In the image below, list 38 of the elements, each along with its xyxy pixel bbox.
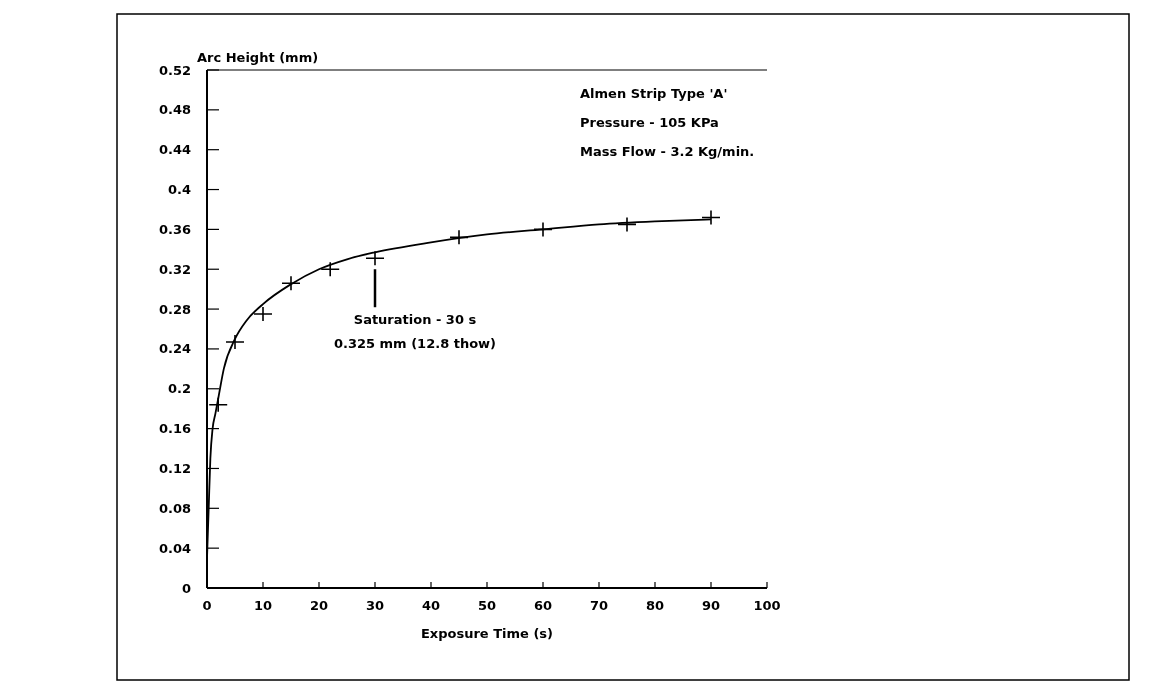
x-tick-label: 60 [533,598,553,613]
y-tick-label: 0.44 [158,142,191,158]
y-tick-label: 0.36 [158,221,191,237]
y-tick-label: 0.48 [158,102,191,118]
annotation: Mass Flow - 3.2 Kg/min. [580,144,755,159]
y-tick-label: 0.28 [158,301,191,317]
annotation: Almen Strip Type 'A' [580,86,728,101]
x-tick-label: 100 [753,598,781,613]
x-tick-label: 30 [365,598,385,613]
point [281,275,301,291]
point [320,261,340,278]
x-tick-label: 90 [701,598,721,613]
annotation: Pressure - 105 KPa [580,115,719,130]
x-axis-title: Exposure Time (s) [420,626,554,641]
y-tick-label: 0.52 [158,62,191,78]
x-tick-label: 40 [421,598,441,613]
point [365,250,385,267]
y-axis-title: Arc Height (mm) [197,50,319,65]
y-tick-label: 0.08 [158,500,191,516]
annotation: Saturation - 30 s 0.325 mm (12.8 thow) [333,312,497,352]
x-tick-label: 80 [645,598,665,613]
y-tick-label: 0.24 [158,341,191,357]
x-tick-label: 10 [253,598,273,613]
x-tick-label: 20 [309,598,329,613]
point [225,334,245,350]
y-tick-label: 0.04 [158,540,191,556]
x-tick-label: 50 [477,598,497,613]
y-tick-label: 0.16 [158,421,191,437]
y-tick-label: 0.32 [158,261,191,277]
point [617,216,637,233]
x-tick-label: 0 [202,598,212,613]
point [253,306,273,322]
x-tick-label: 70 [589,598,609,613]
y-tick-label: 0 [181,580,191,596]
point [701,209,721,226]
y-tick-label: 0.2 [167,381,191,397]
y-tick-label: 0.4 [167,182,191,198]
y-tick-label: 0.12 [158,461,191,477]
